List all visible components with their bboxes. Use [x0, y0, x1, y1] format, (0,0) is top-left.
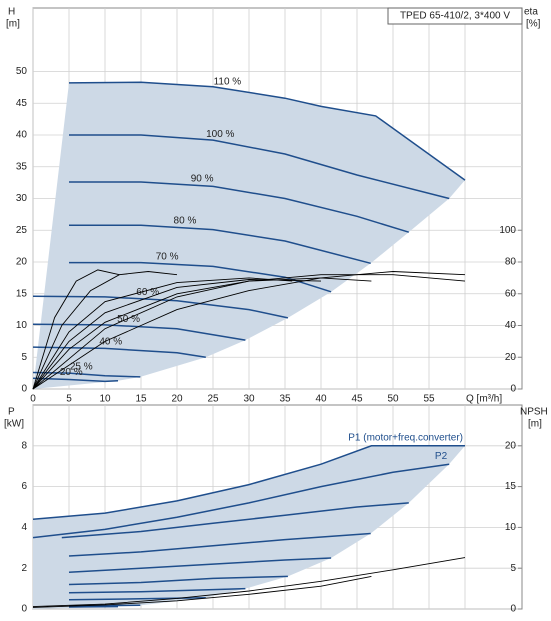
curve [68, 557, 332, 574]
y-label: H [8, 7, 15, 18]
y-tick-label: 6 [21, 481, 27, 492]
curve-label: 100 % [206, 129, 234, 140]
curve-label: 60 % [136, 287, 159, 298]
y2-tick-label: 100 [499, 225, 516, 236]
curve [32, 445, 465, 520]
curve [32, 371, 141, 378]
y2-tick-label: 0 [510, 604, 516, 615]
curve [68, 532, 371, 557]
curve-secondary [32, 279, 322, 390]
x-label: Q [m³/h] [466, 394, 502, 405]
y-tick-label: 5 [21, 352, 27, 363]
y-tick-label: 0 [21, 384, 27, 395]
title-box [387, 7, 523, 25]
y-tick-label: 15 [16, 288, 28, 299]
y2-tick-label: 20 [505, 440, 517, 451]
y2-tick-label: 15 [505, 481, 517, 492]
y2-unit: [%] [526, 19, 541, 30]
y2-tick-label: 5 [510, 563, 516, 574]
y2-tick-label: 0 [510, 384, 516, 395]
y-tick-label: 20 [16, 257, 28, 268]
curve [69, 134, 450, 200]
y-tick-label: 30 [16, 193, 28, 204]
y-tick-label: 50 [16, 66, 28, 77]
curve-secondary [32, 269, 120, 390]
curve-label: P1 (motor+freq.converter) [348, 432, 463, 443]
x-tick-label: 50 [387, 394, 399, 405]
y-tick-label: 2 [21, 563, 27, 574]
curve [61, 502, 409, 539]
y2-unit: [m] [528, 419, 542, 430]
curve-label: 50 % [117, 314, 140, 325]
y-tick-label: 8 [21, 440, 27, 451]
y-tick-label: 0 [21, 604, 27, 615]
y-tick-label: 4 [21, 522, 27, 533]
x-tick-label: 40 [315, 394, 327, 405]
curve [32, 346, 206, 359]
x-tick-label: 55 [423, 394, 435, 405]
x-tick-label: 15 [135, 394, 147, 405]
y-label: P [8, 407, 15, 418]
x-tick-label: 20 [171, 394, 183, 405]
curve [32, 323, 246, 341]
y-tick-label: 40 [16, 130, 28, 141]
curve-secondary [32, 277, 293, 390]
curve [32, 463, 450, 539]
y-tick-label: 10 [16, 320, 28, 331]
y2-tick-label: 40 [505, 320, 517, 331]
curve-label: 110 % [214, 77, 242, 88]
x-tick-label: 25 [207, 394, 219, 405]
curve-secondary [32, 575, 372, 608]
y2-label: NPSH [520, 407, 548, 418]
plot-layer: 0 5 10 15 20 25 30 35 40 45 50 55051015202530354045… [16, 8, 522, 615]
x-tick-label: 30 [243, 394, 255, 405]
x-tick-label: 45 [351, 394, 363, 405]
curve-label: 40 % [99, 336, 122, 347]
curve-secondary [32, 271, 178, 390]
y-tick-label: 35 [16, 161, 28, 172]
curve-secondary [32, 557, 466, 608]
curve-label: P2 [435, 451, 448, 462]
curve [68, 575, 288, 586]
curve [32, 295, 289, 319]
y2-tick-label: 80 [505, 257, 517, 268]
y-tick-label: 25 [16, 225, 28, 236]
curve-label: 20 % [60, 367, 83, 378]
curve-secondary [32, 271, 466, 390]
curve [68, 81, 466, 181]
x-tick-label: 35 [279, 394, 291, 405]
curve [69, 261, 332, 293]
y2-tick-label: 10 [505, 522, 517, 533]
curve [69, 181, 410, 233]
chart-title: TPED 65-410/2, 3*400 V [400, 11, 510, 22]
curve-label: 25 % [70, 362, 93, 373]
curve [68, 597, 206, 601]
curve [32, 377, 119, 383]
curve-label: 80 % [174, 216, 197, 227]
curve [68, 587, 246, 594]
x-tick-label: 5 [66, 394, 72, 405]
x-tick-label: 10 [99, 394, 111, 405]
y2-label: eta [524, 7, 538, 18]
y-unit: [kW] [4, 419, 24, 430]
x-tick-label: 0 [30, 394, 36, 405]
y-tick-label: 45 [16, 98, 28, 109]
curve-label: 70 % [156, 252, 179, 263]
y2-tick-label: 20 [505, 352, 517, 363]
y-unit: [m] [6, 19, 20, 30]
curve-label: 90 % [191, 173, 214, 184]
y2-tick-label: 60 [505, 288, 517, 299]
curve [69, 224, 371, 265]
